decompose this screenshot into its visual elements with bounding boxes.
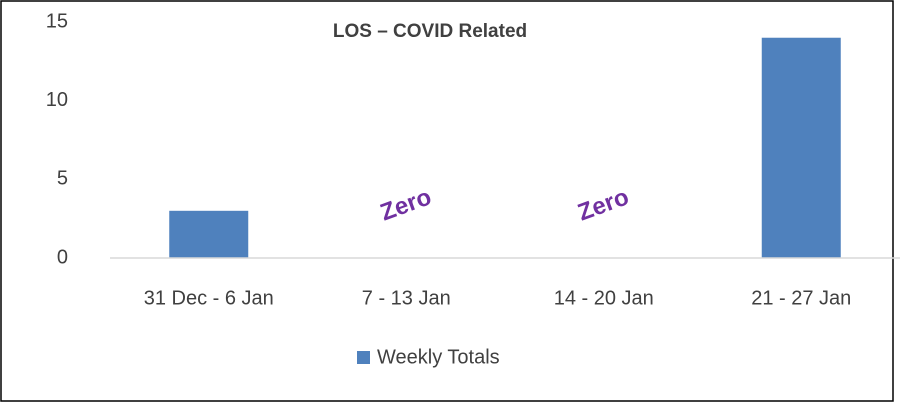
y-tick-label: 0 [57, 246, 68, 268]
x-tick-label: 14 - 20 Jan [554, 287, 654, 309]
y-tick-label: 5 [57, 168, 68, 190]
bar [169, 210, 249, 258]
y-tick-label: 10 [46, 89, 68, 111]
x-tick-label: 7 - 13 Jan [362, 287, 451, 309]
chart-title: LOS – COVID Related [333, 21, 527, 42]
legend-swatch [357, 351, 370, 364]
legend-label: Weekly Totals [377, 346, 500, 368]
y-tick-label: 15 [46, 10, 68, 32]
x-tick-label: 21 - 27 Jan [751, 287, 851, 309]
x-tick-label: 31 Dec - 6 Jan [144, 287, 274, 309]
bar [761, 37, 841, 258]
